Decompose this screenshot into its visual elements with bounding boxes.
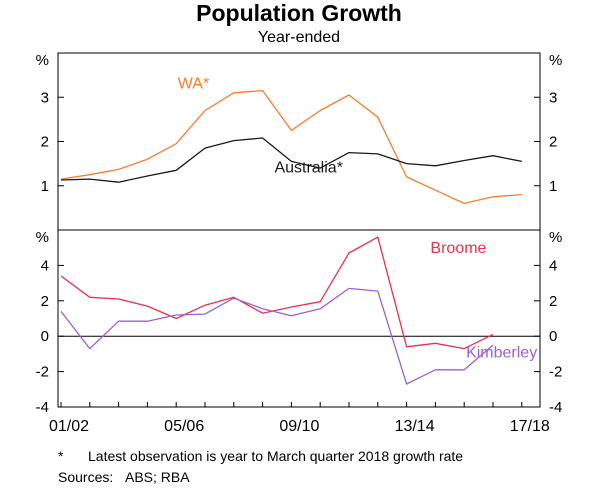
y-unit-label-left: % [36,229,49,246]
series-label-kimberley: Kimberley [466,344,537,361]
footnote-row: * Latest observation is year to March qu… [58,446,463,467]
chart-subtitle: Year-ended [257,29,341,46]
panel-frame-bottom [57,229,541,408]
x-tick-label: 17/18 [510,418,550,435]
x-tick-label: 05/06 [164,418,204,435]
series-label-australia: Australia* [274,159,342,176]
y-unit-label-right: % [549,52,562,69]
panel-frame-top [57,52,541,231]
x-tick-label: 09/10 [279,418,319,435]
y-tick-label-left: 3 [41,89,49,106]
series-line-broome [60,236,494,350]
chart-title: Population Growth [196,0,402,26]
y-tick-label-left: 0 [41,328,49,345]
y-unit-label-right: % [549,229,562,246]
y-tick-label-right: 3 [549,89,557,106]
y-tick-label-right: 4 [549,257,557,274]
footnote-text: Latest observation is year to March quar… [88,448,464,464]
y-tick-label-left: 4 [41,257,49,274]
y-tick-label-left: -2 [36,364,49,381]
y-tick-label-right: 0 [549,328,557,345]
x-tick-label: 01/02 [49,418,89,435]
y-tick-label-left: 2 [41,293,49,310]
x-tick-label: 13/14 [395,418,435,435]
y-tick-label-right: 1 [549,178,557,195]
sources-row: Sources: ABS; RBA [58,467,463,488]
footnote-marker: * [58,448,64,464]
y-tick-label-right: -4 [549,399,562,416]
y-unit-label-left: % [36,52,49,69]
y-tick-label-right: -2 [549,364,562,381]
sources-label: Sources: [58,469,114,485]
series-line-kimberley [60,287,494,385]
y-tick-label-left: 2 [41,134,49,151]
y-tick-label-right: 2 [549,293,557,310]
series-label-wa: WA* [178,75,209,92]
series-line-wa [60,89,522,205]
y-tick-label-left: -4 [36,399,49,416]
y-tick-label-left: 1 [41,178,49,195]
series-line-australia [60,137,522,183]
footnotes: * Latest observation is year to March qu… [58,446,463,488]
y-tick-label-right: 2 [549,134,557,151]
series-label-broome: Broome [430,240,486,257]
sources-text: ABS; RBA [125,469,190,485]
